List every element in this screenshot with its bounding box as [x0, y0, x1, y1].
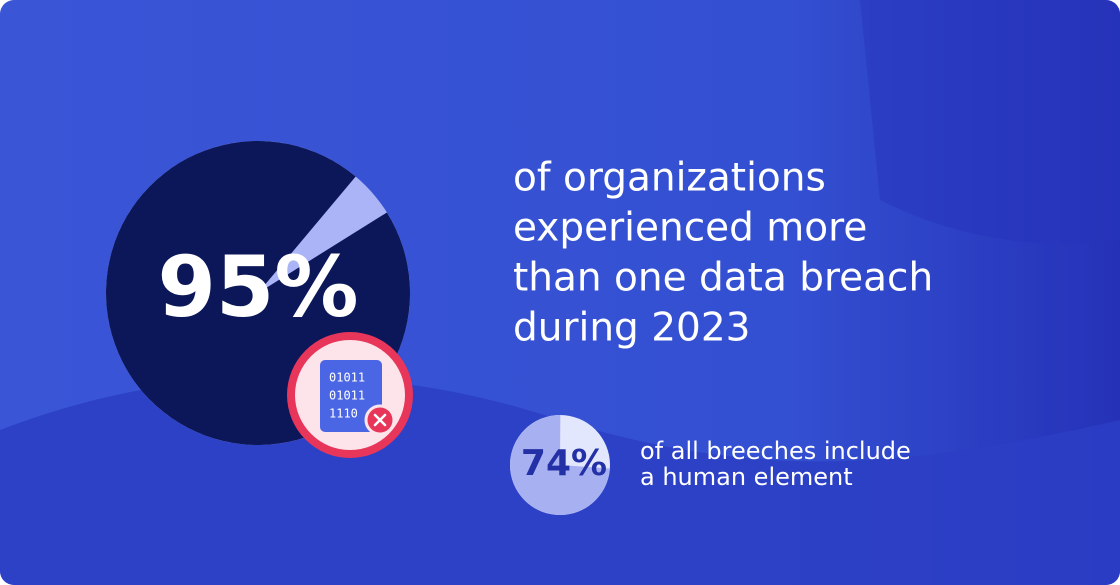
caption-line: a human element: [640, 463, 853, 491]
error-x: [373, 413, 387, 427]
caption-line: than one data breach: [513, 256, 933, 301]
binary-digits: 01011: [329, 389, 365, 403]
caption-line: during 2023: [513, 306, 750, 351]
binary-digits: 01011: [329, 371, 365, 385]
caption-line: experienced more: [513, 206, 867, 251]
pie-slice: [510, 415, 610, 515]
binary-digits: 1110: [329, 407, 358, 421]
caption-line: of organizations: [513, 156, 826, 201]
pie-value-label: 74%: [521, 443, 607, 484]
pie-value-label: 95%: [157, 238, 358, 336]
caption-line: of all breeches include: [640, 437, 911, 465]
wave-top: [860, 0, 1120, 244]
breach-icon: 01011 01011 1110: [287, 332, 413, 458]
